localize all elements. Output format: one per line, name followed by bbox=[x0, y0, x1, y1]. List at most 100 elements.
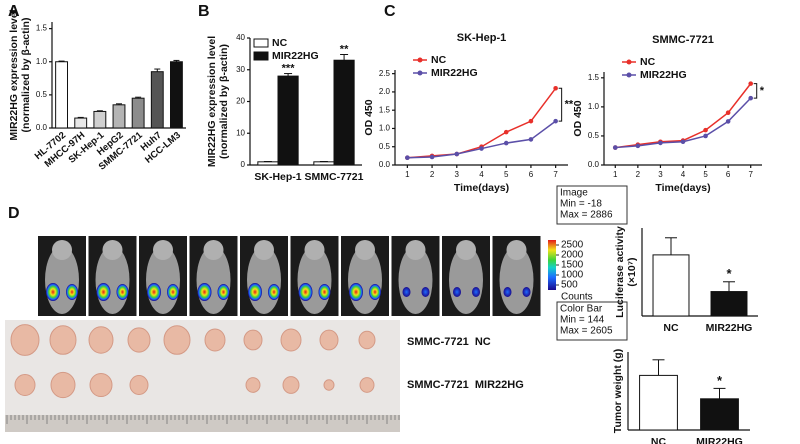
x-axis-label: Time(days) bbox=[454, 182, 509, 194]
x-tick-label: MIR22HG bbox=[696, 436, 743, 444]
y-tick-label: 1.5 bbox=[379, 105, 391, 114]
signal bbox=[147, 283, 161, 301]
tumor bbox=[280, 328, 302, 352]
y-tick-label: 40 bbox=[236, 33, 245, 42]
signal bbox=[268, 284, 280, 300]
colorbar-label: 2000 bbox=[561, 250, 584, 261]
x-tick-label: 1 bbox=[613, 170, 618, 179]
x-tick-label: 3 bbox=[658, 170, 663, 179]
x-tick-label: 6 bbox=[726, 170, 731, 179]
mouse-body bbox=[398, 246, 433, 314]
x-tick-label: 2 bbox=[430, 170, 435, 179]
y-tick-label: 0.0 bbox=[588, 160, 600, 169]
mouse-head bbox=[203, 240, 224, 260]
significance: * bbox=[717, 373, 723, 388]
x-tick-label: 5 bbox=[504, 170, 509, 179]
y-tick-label: 10 bbox=[236, 128, 245, 137]
point bbox=[748, 95, 754, 101]
legend-swatch bbox=[253, 51, 269, 61]
signal bbox=[503, 287, 512, 297]
info-text: Color Bar bbox=[560, 304, 603, 315]
tumor-label: SMMC-7721 MIR22HG bbox=[407, 379, 524, 391]
signal bbox=[217, 284, 230, 300]
point bbox=[725, 110, 731, 115]
point bbox=[635, 143, 641, 149]
info-text: Max = 2605 bbox=[560, 326, 613, 337]
tumor bbox=[323, 379, 335, 391]
point bbox=[725, 119, 731, 124]
bar bbox=[55, 61, 69, 129]
mouse-head bbox=[254, 240, 274, 260]
tumor bbox=[129, 375, 149, 395]
info-box bbox=[556, 185, 628, 225]
signal bbox=[421, 287, 430, 297]
panel-letter: A bbox=[8, 3, 20, 20]
y-tick-label: 0.0 bbox=[36, 123, 48, 132]
legend-label: NC bbox=[272, 37, 288, 49]
tumor bbox=[49, 325, 77, 355]
panel-letter: D bbox=[8, 205, 20, 222]
y-tick-label: 0.5 bbox=[379, 142, 391, 151]
bioluminescence-images bbox=[38, 236, 541, 316]
signal bbox=[472, 287, 480, 297]
significance: * bbox=[726, 266, 732, 281]
point bbox=[612, 145, 618, 150]
tumor bbox=[163, 325, 191, 355]
signal bbox=[96, 283, 111, 301]
y-tick-label: 2.0 bbox=[379, 87, 391, 96]
chart-title: SK-Hep-1 bbox=[457, 32, 507, 44]
mouse-head bbox=[506, 240, 527, 260]
bar bbox=[652, 254, 690, 317]
bracket bbox=[558, 87, 563, 122]
x-tick-label: 2 bbox=[636, 170, 641, 179]
legend-label: NC bbox=[431, 54, 447, 66]
info-text: Max = 2886 bbox=[560, 210, 613, 221]
tumor bbox=[88, 326, 114, 354]
colorbar bbox=[548, 240, 556, 290]
tumor bbox=[359, 377, 375, 393]
signal bbox=[298, 283, 313, 301]
bar bbox=[710, 291, 748, 317]
y-axis-label: Tumor weight (g) bbox=[612, 349, 624, 433]
colorbar-label: 2500 bbox=[561, 240, 584, 251]
y-axis-label: MIR22HG expression level bbox=[206, 36, 218, 167]
x-tick-label: MIR22HG bbox=[706, 322, 753, 334]
legend-label: MIR22HG bbox=[272, 50, 319, 62]
x-tick-label: 6 bbox=[529, 170, 534, 179]
signal bbox=[167, 284, 179, 300]
y-tick-label: 0.5 bbox=[36, 90, 48, 99]
bar bbox=[131, 97, 145, 129]
series-line bbox=[407, 120, 557, 159]
bar bbox=[112, 104, 126, 129]
mouse-head bbox=[456, 240, 476, 260]
point bbox=[553, 85, 558, 91]
tumor bbox=[50, 371, 76, 399]
bar bbox=[639, 374, 678, 431]
bar bbox=[93, 110, 107, 129]
point bbox=[703, 133, 708, 139]
y-axis-label: OD 450 bbox=[363, 99, 375, 135]
signal bbox=[453, 287, 461, 297]
y-tick-label: 2.5 bbox=[379, 69, 391, 78]
y-tick-label: 1.5 bbox=[588, 73, 600, 82]
legend-swatch bbox=[253, 38, 269, 48]
signal bbox=[46, 283, 60, 301]
tumor bbox=[10, 324, 40, 356]
panel-letter: C bbox=[384, 3, 396, 20]
y-tick-label: 0.5 bbox=[588, 131, 600, 140]
chart-title: SMMC-7721 bbox=[652, 34, 714, 46]
legend-label: MIR22HG bbox=[640, 69, 687, 81]
x-tick-label: 4 bbox=[479, 170, 484, 179]
colorbar-unit: Counts bbox=[561, 292, 593, 303]
point bbox=[429, 154, 435, 160]
point bbox=[528, 137, 534, 142]
tumor-label: SMMC-7721 NC bbox=[407, 336, 491, 348]
point bbox=[703, 127, 708, 133]
bar bbox=[313, 161, 335, 166]
mouse-body bbox=[499, 246, 534, 314]
x-tick-label: NC bbox=[651, 436, 667, 444]
y-axis-label: MIR22HG expression level bbox=[8, 9, 20, 140]
signal bbox=[248, 283, 262, 301]
tumor bbox=[358, 330, 376, 350]
tumor bbox=[127, 327, 151, 353]
